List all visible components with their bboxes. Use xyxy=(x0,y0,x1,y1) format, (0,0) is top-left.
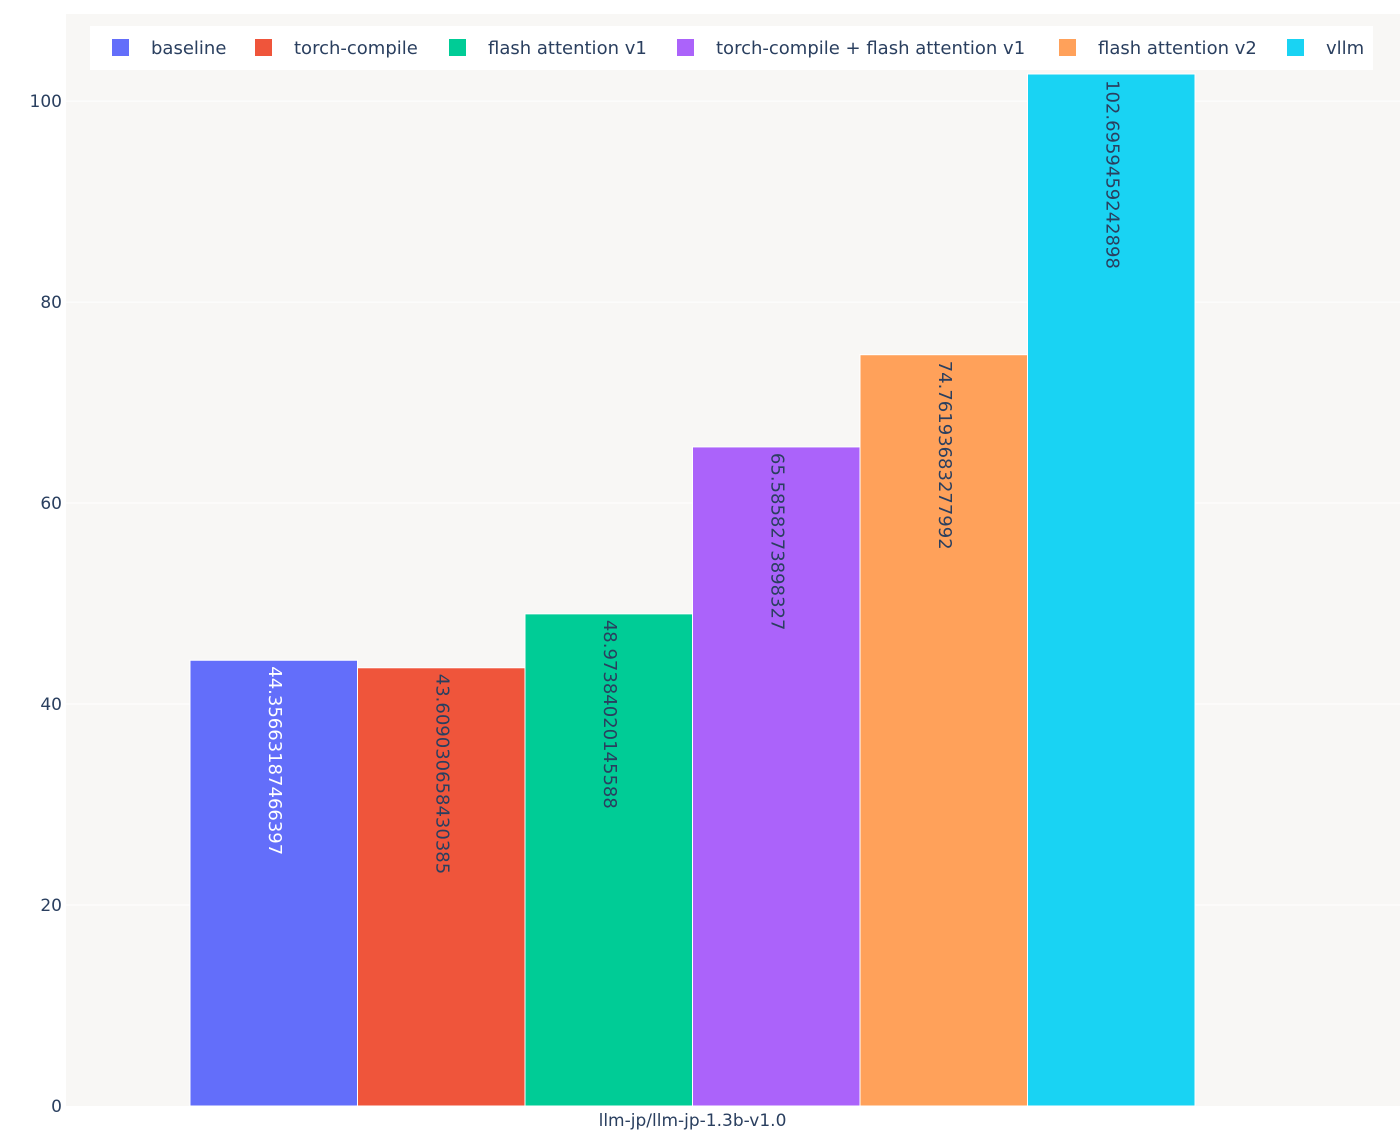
legend-swatch xyxy=(1287,39,1304,56)
bar-value-label: 102.6959459242898 xyxy=(1101,80,1122,269)
bar-flash-attention-v2 xyxy=(859,354,1028,1107)
bar-value-label: 44.35663187466397 xyxy=(264,666,285,855)
bar-value-label: 48.97384020145588 xyxy=(599,620,620,809)
legend-item: torch-compile + flash attention v1 xyxy=(677,38,1025,59)
y-tick-label: 20 xyxy=(40,896,62,916)
legend: baseline torch-compile flash attention v1 t… xyxy=(90,26,1373,70)
y-tick-label: 60 xyxy=(40,494,62,514)
legend-item: baseline xyxy=(112,38,226,59)
legend-label: torch-compile + flash attention v1 xyxy=(716,38,1025,59)
legend-swatch xyxy=(1059,39,1076,56)
x-axis-ticks: llm-jp/llm-jp-1.3b-v1.0 xyxy=(599,1111,787,1131)
bar-flash-attention-v1 xyxy=(524,613,693,1107)
bar-value-label: 43.609030658430385 xyxy=(431,674,452,874)
legend-swatch xyxy=(112,39,129,56)
legend-item: vllm xyxy=(1287,38,1364,59)
bar-vllm xyxy=(1027,73,1196,1107)
legend-item: torch-compile xyxy=(255,38,418,59)
legend-background xyxy=(90,26,1373,70)
legend-swatch xyxy=(677,39,694,56)
legend-label: vllm xyxy=(1326,38,1364,59)
y-tick-label: 80 xyxy=(40,293,62,313)
legend-label: flash attention v2 xyxy=(1098,38,1257,59)
bar-value-label: 65.5858273898327 xyxy=(766,453,787,631)
legend-label: baseline xyxy=(151,38,226,59)
y-tick-label: 40 xyxy=(40,695,62,715)
bar-value-label: 74.76193683277992 xyxy=(934,361,955,550)
legend-label: flash attention v1 xyxy=(488,38,647,59)
legend-item: flash attention v2 xyxy=(1059,38,1257,59)
legend-label: torch-compile xyxy=(294,38,418,59)
y-tick-label: 100 xyxy=(30,92,62,112)
bar-baseline xyxy=(189,659,358,1107)
legend-swatch xyxy=(449,39,466,56)
x-tick-label: llm-jp/llm-jp-1.3b-v1.0 xyxy=(599,1111,787,1131)
bar-torch-compile xyxy=(357,667,526,1107)
legend-swatch xyxy=(255,39,272,56)
bars xyxy=(189,73,1196,1107)
y-axis-ticks: 0 20 40 60 80 100 xyxy=(30,92,62,1117)
bar-labels: 44.35663187466397 43.609030658430385 48.97… xyxy=(264,80,1123,874)
y-tick-label: 0 xyxy=(51,1097,62,1117)
legend-item: flash attention v1 xyxy=(449,38,647,59)
